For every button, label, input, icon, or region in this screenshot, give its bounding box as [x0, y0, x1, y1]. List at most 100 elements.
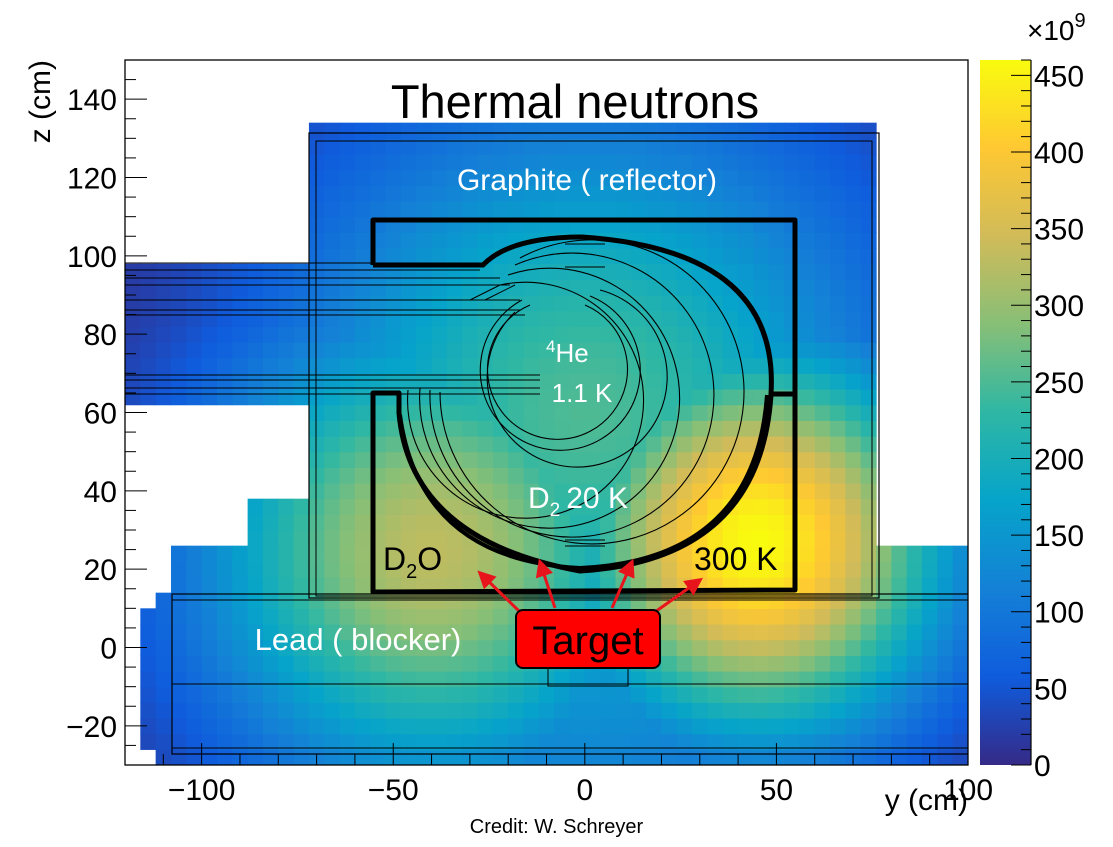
heatmap-cell	[354, 702, 371, 719]
heatmap-cell	[600, 169, 617, 186]
heatmap-cell	[324, 608, 341, 625]
heatmap-cell	[538, 357, 555, 374]
heatmap-cell	[370, 624, 387, 641]
heatmap-cell	[416, 420, 433, 437]
heatmap-cell	[891, 561, 908, 578]
heatmap-cell	[370, 749, 387, 765]
heatmap-cell	[400, 671, 417, 688]
heatmap-cell	[569, 389, 586, 406]
heatmap-cell	[492, 451, 509, 468]
heatmap-cell	[722, 138, 739, 155]
colorbar-multiplier-exponent: 9	[1075, 10, 1086, 32]
heatmap-cell	[492, 655, 509, 672]
heatmap-cell	[247, 592, 264, 609]
heatmap-cell	[339, 138, 356, 155]
heatmap-cell	[615, 483, 632, 500]
y-axis-title: z (cm)	[24, 60, 57, 143]
heatmap-cell	[600, 342, 617, 359]
heatmap-cell	[354, 592, 371, 609]
heatmap-cell	[799, 342, 816, 359]
heatmap-cell	[354, 686, 371, 703]
heatmap-cell	[860, 420, 877, 437]
heatmap-cell	[753, 279, 770, 296]
heatmap-cell	[216, 577, 233, 594]
heatmap-cell	[799, 420, 816, 437]
heatmap-cell	[216, 389, 233, 406]
heatmap-cell	[554, 248, 571, 265]
heatmap-cell	[600, 749, 617, 765]
heatmap-cell	[278, 530, 295, 547]
heatmap-cell	[830, 389, 846, 406]
heatmap-cell	[554, 451, 571, 468]
heatmap-cell	[416, 686, 433, 703]
heatmap-cell	[216, 326, 233, 343]
heatmap-cell	[814, 310, 831, 327]
heatmap-cell	[538, 467, 555, 484]
heatmap-cell	[692, 138, 709, 155]
heatmap-cell	[232, 310, 249, 327]
heatmap-cell	[492, 279, 509, 296]
heatmap-cell	[508, 263, 525, 280]
heatmap-cell	[722, 263, 739, 280]
heatmap-cell	[278, 357, 295, 374]
heatmap-cell	[538, 451, 555, 468]
heatmap-cell	[462, 545, 479, 562]
heatmap-cell	[446, 451, 463, 468]
heatmap-cell	[370, 185, 387, 202]
heatmap-cell	[186, 373, 203, 390]
heatmap-cell	[431, 624, 448, 641]
heatmap-cell	[462, 154, 479, 171]
heatmap-cell	[385, 483, 402, 500]
heatmap-cell	[416, 248, 433, 265]
heatmap-cell	[400, 357, 417, 374]
heatmap-cell	[308, 498, 325, 515]
heatmap-cell	[661, 326, 678, 343]
heatmap-cell	[600, 467, 617, 484]
heatmap-cell	[155, 608, 172, 625]
heatmap-cell	[324, 514, 341, 531]
heatmap-cell	[554, 326, 571, 343]
heatmap-cell	[339, 326, 356, 343]
heatmap-cell	[584, 498, 601, 515]
heatmap-cell	[232, 342, 249, 359]
heatmap-cell	[615, 122, 632, 139]
heatmap-cell	[922, 624, 938, 641]
heatmap-cell	[339, 357, 356, 374]
heatmap-cell	[446, 404, 463, 421]
heatmap-cell	[308, 733, 325, 750]
heatmap-cell	[140, 686, 157, 703]
heatmap-cell	[446, 420, 463, 437]
heatmap-cell	[799, 436, 816, 453]
heatmap-cell	[753, 733, 770, 750]
heatmap-cell	[508, 483, 525, 500]
heatmap-cell	[814, 263, 831, 280]
heatmap-cell	[354, 232, 371, 249]
heatmap-cell	[600, 263, 617, 280]
heatmap-cell	[707, 326, 724, 343]
heatmap-cell	[492, 154, 509, 171]
heatmap-cell	[830, 436, 846, 453]
heatmap-cell	[692, 122, 709, 139]
heatmap-cell	[170, 608, 187, 625]
heatmap-cell	[400, 530, 417, 547]
heatmap-cell	[431, 686, 448, 703]
heatmap-cell	[324, 718, 341, 735]
heatmap-cell	[339, 404, 356, 421]
heatmap-cell	[477, 279, 494, 296]
heatmap-cell	[308, 248, 325, 265]
graphite-outline-inner	[315, 140, 873, 597]
heatmap-cell	[385, 733, 402, 750]
heatmap-cell	[799, 671, 816, 688]
heatmap-cell	[354, 169, 371, 186]
heatmap-cell	[830, 138, 846, 155]
heatmap-cell	[799, 498, 816, 515]
heatmap-cell	[308, 373, 325, 390]
heatmap-cell	[753, 530, 770, 547]
heatmap-cell	[339, 733, 356, 750]
heatmap-cell	[508, 404, 525, 421]
heatmap-cell	[922, 592, 938, 609]
heatmap-cell	[615, 686, 632, 703]
heatmap-cell	[876, 639, 892, 656]
heatmap-cell	[508, 498, 525, 515]
heatmap-cell	[400, 702, 417, 719]
